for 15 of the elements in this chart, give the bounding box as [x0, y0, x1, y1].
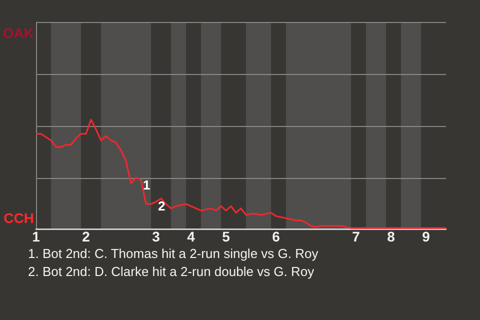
x-tick-label: 8 — [387, 228, 396, 244]
x-tick-label: 6 — [272, 228, 280, 244]
text: 2. Bot 2nd: D. Clarke hit a 2-run double vs G. Roy — [28, 263, 316, 281]
x-tick-label: 7 — [352, 228, 360, 244]
annotation: 1 — [143, 178, 150, 193]
x-tick-label: 9 — [422, 228, 430, 244]
x-tick-label: 5 — [222, 228, 230, 244]
text: CCH — [4, 210, 34, 226]
x-tick-label: 3 — [152, 228, 160, 244]
text: OAK — [2, 24, 34, 41]
x-tick-label: 1 — [32, 228, 40, 244]
annotation: 2 — [158, 198, 166, 214]
x-tick-label: 4 — [187, 228, 196, 244]
x-tick-label: 2 — [82, 228, 90, 244]
text: 1. Bot 2nd: C. Thomas hit a 2-run single vs G. Roy — [28, 245, 318, 263]
